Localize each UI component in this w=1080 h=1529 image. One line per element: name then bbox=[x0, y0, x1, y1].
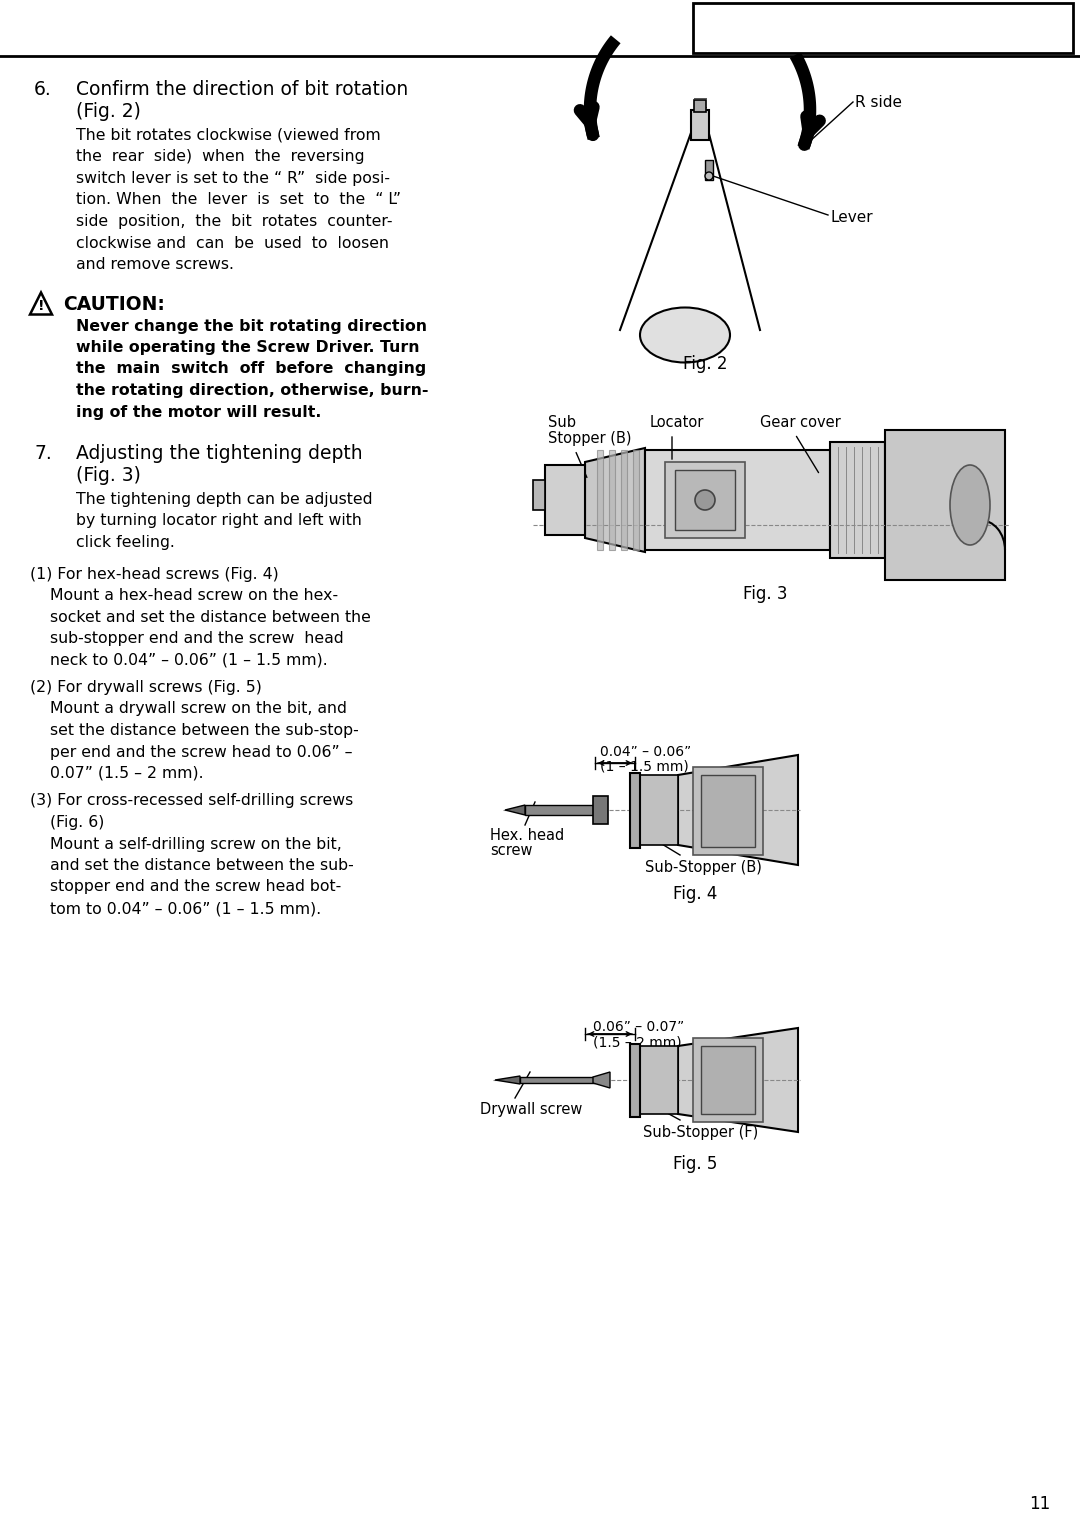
Bar bbox=[693, 1038, 762, 1122]
Text: (1.5 – 2 mm): (1.5 – 2 mm) bbox=[593, 1035, 681, 1049]
Text: while operating the Screw Driver. Turn: while operating the Screw Driver. Turn bbox=[76, 339, 419, 355]
Bar bbox=[705, 161, 713, 180]
Text: English: English bbox=[835, 18, 932, 41]
Text: Fig. 4: Fig. 4 bbox=[673, 885, 717, 904]
Text: (2) For drywall screws (Fig. 5): (2) For drywall screws (Fig. 5) bbox=[30, 680, 261, 696]
Circle shape bbox=[705, 171, 713, 180]
Bar bbox=[675, 469, 735, 531]
Bar bbox=[630, 1044, 640, 1118]
Text: the  rear  side)  when  the  reversing: the rear side) when the reversing bbox=[76, 150, 365, 165]
Text: ing of the motor will result.: ing of the motor will result. bbox=[76, 405, 322, 419]
Text: Lever: Lever bbox=[831, 209, 873, 225]
Text: socket and set the distance between the: socket and set the distance between the bbox=[30, 610, 370, 624]
Bar bbox=[534, 480, 545, 511]
Text: per end and the screw head to 0.06” –: per end and the screw head to 0.06” – bbox=[30, 745, 352, 760]
Bar bbox=[665, 462, 745, 538]
Text: Drywall screw: Drywall screw bbox=[480, 1102, 582, 1118]
Bar bbox=[691, 110, 708, 141]
Text: Stopper (B): Stopper (B) bbox=[548, 431, 632, 446]
Text: stopper end and the screw head bot-: stopper end and the screw head bot- bbox=[30, 879, 341, 894]
Text: Mount a drywall screw on the bit, and: Mount a drywall screw on the bit, and bbox=[30, 702, 347, 717]
Polygon shape bbox=[495, 1076, 519, 1084]
Text: Hex. head: Hex. head bbox=[490, 829, 564, 842]
Text: Fig. 5: Fig. 5 bbox=[673, 1154, 717, 1173]
Text: The tightening depth can be adjusted: The tightening depth can be adjusted bbox=[76, 492, 373, 508]
Text: 6.: 6. bbox=[33, 80, 52, 99]
Text: 7.: 7. bbox=[33, 443, 52, 463]
Text: side  position,  the  bit  rotates  counter-: side position, the bit rotates counter- bbox=[76, 214, 392, 229]
Text: screw: screw bbox=[490, 842, 532, 858]
Polygon shape bbox=[678, 1027, 798, 1131]
Text: Sub-Stopper (F): Sub-Stopper (F) bbox=[643, 1125, 758, 1141]
Polygon shape bbox=[593, 1072, 610, 1089]
Bar bbox=[701, 1046, 755, 1115]
Polygon shape bbox=[505, 804, 525, 815]
Bar bbox=[640, 775, 678, 846]
Bar bbox=[597, 450, 603, 550]
Polygon shape bbox=[585, 448, 645, 552]
Bar bbox=[831, 442, 885, 558]
Ellipse shape bbox=[640, 307, 730, 362]
Bar bbox=[545, 465, 585, 535]
Polygon shape bbox=[678, 755, 798, 865]
Text: Sub: Sub bbox=[548, 414, 576, 430]
Text: (1 – 1.5 mm): (1 – 1.5 mm) bbox=[600, 760, 689, 774]
Text: Adjusting the tightening depth: Adjusting the tightening depth bbox=[76, 443, 363, 463]
Text: Mount a self-drilling screw on the bit,: Mount a self-drilling screw on the bit, bbox=[30, 836, 341, 852]
Text: !: ! bbox=[38, 298, 44, 312]
Text: the rotating direction, otherwise, burn-: the rotating direction, otherwise, burn- bbox=[76, 382, 429, 398]
Text: 0.07” (1.5 – 2 mm).: 0.07” (1.5 – 2 mm). bbox=[30, 766, 204, 781]
Bar bbox=[519, 1076, 595, 1083]
Bar bbox=[621, 450, 627, 550]
Circle shape bbox=[696, 489, 715, 511]
Bar bbox=[693, 768, 762, 855]
Bar bbox=[694, 99, 706, 112]
Text: sub-stopper end and the screw  head: sub-stopper end and the screw head bbox=[30, 631, 343, 645]
Text: 0.04” – 0.06”: 0.04” – 0.06” bbox=[600, 745, 691, 758]
Ellipse shape bbox=[950, 465, 990, 544]
Bar bbox=[609, 450, 615, 550]
Text: 11: 11 bbox=[1029, 1495, 1051, 1514]
Bar bbox=[633, 450, 639, 550]
Text: Fig. 3: Fig. 3 bbox=[743, 586, 787, 602]
Bar bbox=[630, 774, 640, 849]
Text: Confirm the direction of bit rotation: Confirm the direction of bit rotation bbox=[76, 80, 408, 99]
Text: Locator: Locator bbox=[650, 414, 704, 430]
Text: (Fig. 6): (Fig. 6) bbox=[30, 815, 105, 830]
Text: the  main  switch  off  before  changing: the main switch off before changing bbox=[76, 361, 427, 376]
Bar bbox=[640, 1046, 678, 1115]
Text: (Fig. 3): (Fig. 3) bbox=[76, 466, 140, 485]
Text: neck to 0.04” – 0.06” (1 – 1.5 mm).: neck to 0.04” – 0.06” (1 – 1.5 mm). bbox=[30, 653, 327, 668]
Bar bbox=[593, 797, 608, 824]
Text: Gear cover: Gear cover bbox=[760, 414, 840, 430]
Text: tion. When  the  lever  is  set  to  the  “ L”: tion. When the lever is set to the “ L” bbox=[76, 193, 401, 208]
Bar bbox=[885, 430, 1005, 579]
Text: R side: R side bbox=[855, 95, 902, 110]
Bar bbox=[645, 450, 831, 550]
Text: by turning locator right and left with: by turning locator right and left with bbox=[76, 514, 362, 529]
Text: Sub-Stopper (B): Sub-Stopper (B) bbox=[645, 859, 761, 875]
Text: and remove screws.: and remove screws. bbox=[76, 257, 234, 272]
Text: The bit rotates clockwise (viewed from: The bit rotates clockwise (viewed from bbox=[76, 128, 381, 144]
Text: CAUTION:: CAUTION: bbox=[63, 295, 165, 313]
Text: click feeling.: click feeling. bbox=[76, 535, 175, 550]
Text: Mount a hex-head screw on the hex-: Mount a hex-head screw on the hex- bbox=[30, 589, 338, 602]
Text: (1) For hex-head screws (Fig. 4): (1) For hex-head screws (Fig. 4) bbox=[30, 567, 279, 581]
Text: switch lever is set to the “ R”  side posi-: switch lever is set to the “ R” side pos… bbox=[76, 171, 390, 187]
Text: Fig. 2: Fig. 2 bbox=[683, 355, 727, 373]
Text: (3) For cross-recessed self-drilling screws: (3) For cross-recessed self-drilling scr… bbox=[30, 794, 353, 809]
Text: and set the distance between the sub-: and set the distance between the sub- bbox=[30, 858, 354, 873]
Text: 0.06” – 0.07”: 0.06” – 0.07” bbox=[593, 1020, 685, 1034]
Text: clockwise and  can  be  used  to  loosen: clockwise and can be used to loosen bbox=[76, 235, 389, 251]
Text: Never change the bit rotating direction: Never change the bit rotating direction bbox=[76, 318, 427, 333]
Text: tom to 0.04” – 0.06” (1 – 1.5 mm).: tom to 0.04” – 0.06” (1 – 1.5 mm). bbox=[30, 901, 321, 916]
Text: (Fig. 2): (Fig. 2) bbox=[76, 102, 140, 121]
Text: set the distance between the sub-stop-: set the distance between the sub-stop- bbox=[30, 723, 359, 739]
Bar bbox=[693, 3, 1074, 54]
Bar bbox=[525, 804, 595, 815]
Bar bbox=[701, 775, 755, 847]
